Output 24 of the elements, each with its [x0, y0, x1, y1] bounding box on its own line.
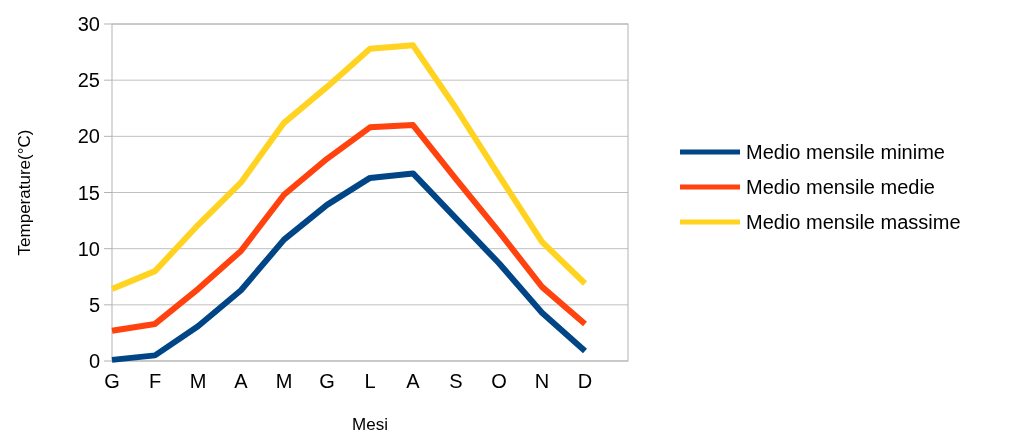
legend-label: Medio mensile medie — [746, 176, 935, 198]
y-tick-label: 10 — [77, 237, 100, 260]
x-tick-label: G — [319, 370, 335, 392]
x-axis-title: Mesi — [352, 415, 388, 434]
y-axis-title: Temperature(°C) — [15, 129, 34, 256]
x-tick-label: D — [577, 370, 593, 392]
y-tick-label: 25 — [77, 69, 100, 92]
y-tick-label: 15 — [77, 181, 100, 204]
x-tick-label: L — [364, 370, 376, 392]
y-tick-label: 0 — [88, 350, 100, 372]
x-tick-label: G — [104, 370, 120, 392]
x-tick-label: A — [406, 370, 421, 392]
y-tick-label: 5 — [88, 293, 100, 316]
x-tick-label: M — [189, 370, 207, 392]
x-tick-label: O — [491, 370, 507, 392]
legend-label: Medio mensile massime — [746, 211, 961, 233]
y-tick-label: 30 — [77, 13, 100, 35]
x-tick-label: N — [534, 370, 550, 392]
legend-label: Medio mensile minime — [746, 141, 945, 163]
x-tick-label: F — [148, 370, 162, 392]
x-tick-label: S — [449, 370, 463, 392]
y-tick-label: 20 — [77, 125, 100, 148]
x-tick-label: M — [275, 370, 293, 392]
x-tick-label: A — [234, 370, 249, 392]
